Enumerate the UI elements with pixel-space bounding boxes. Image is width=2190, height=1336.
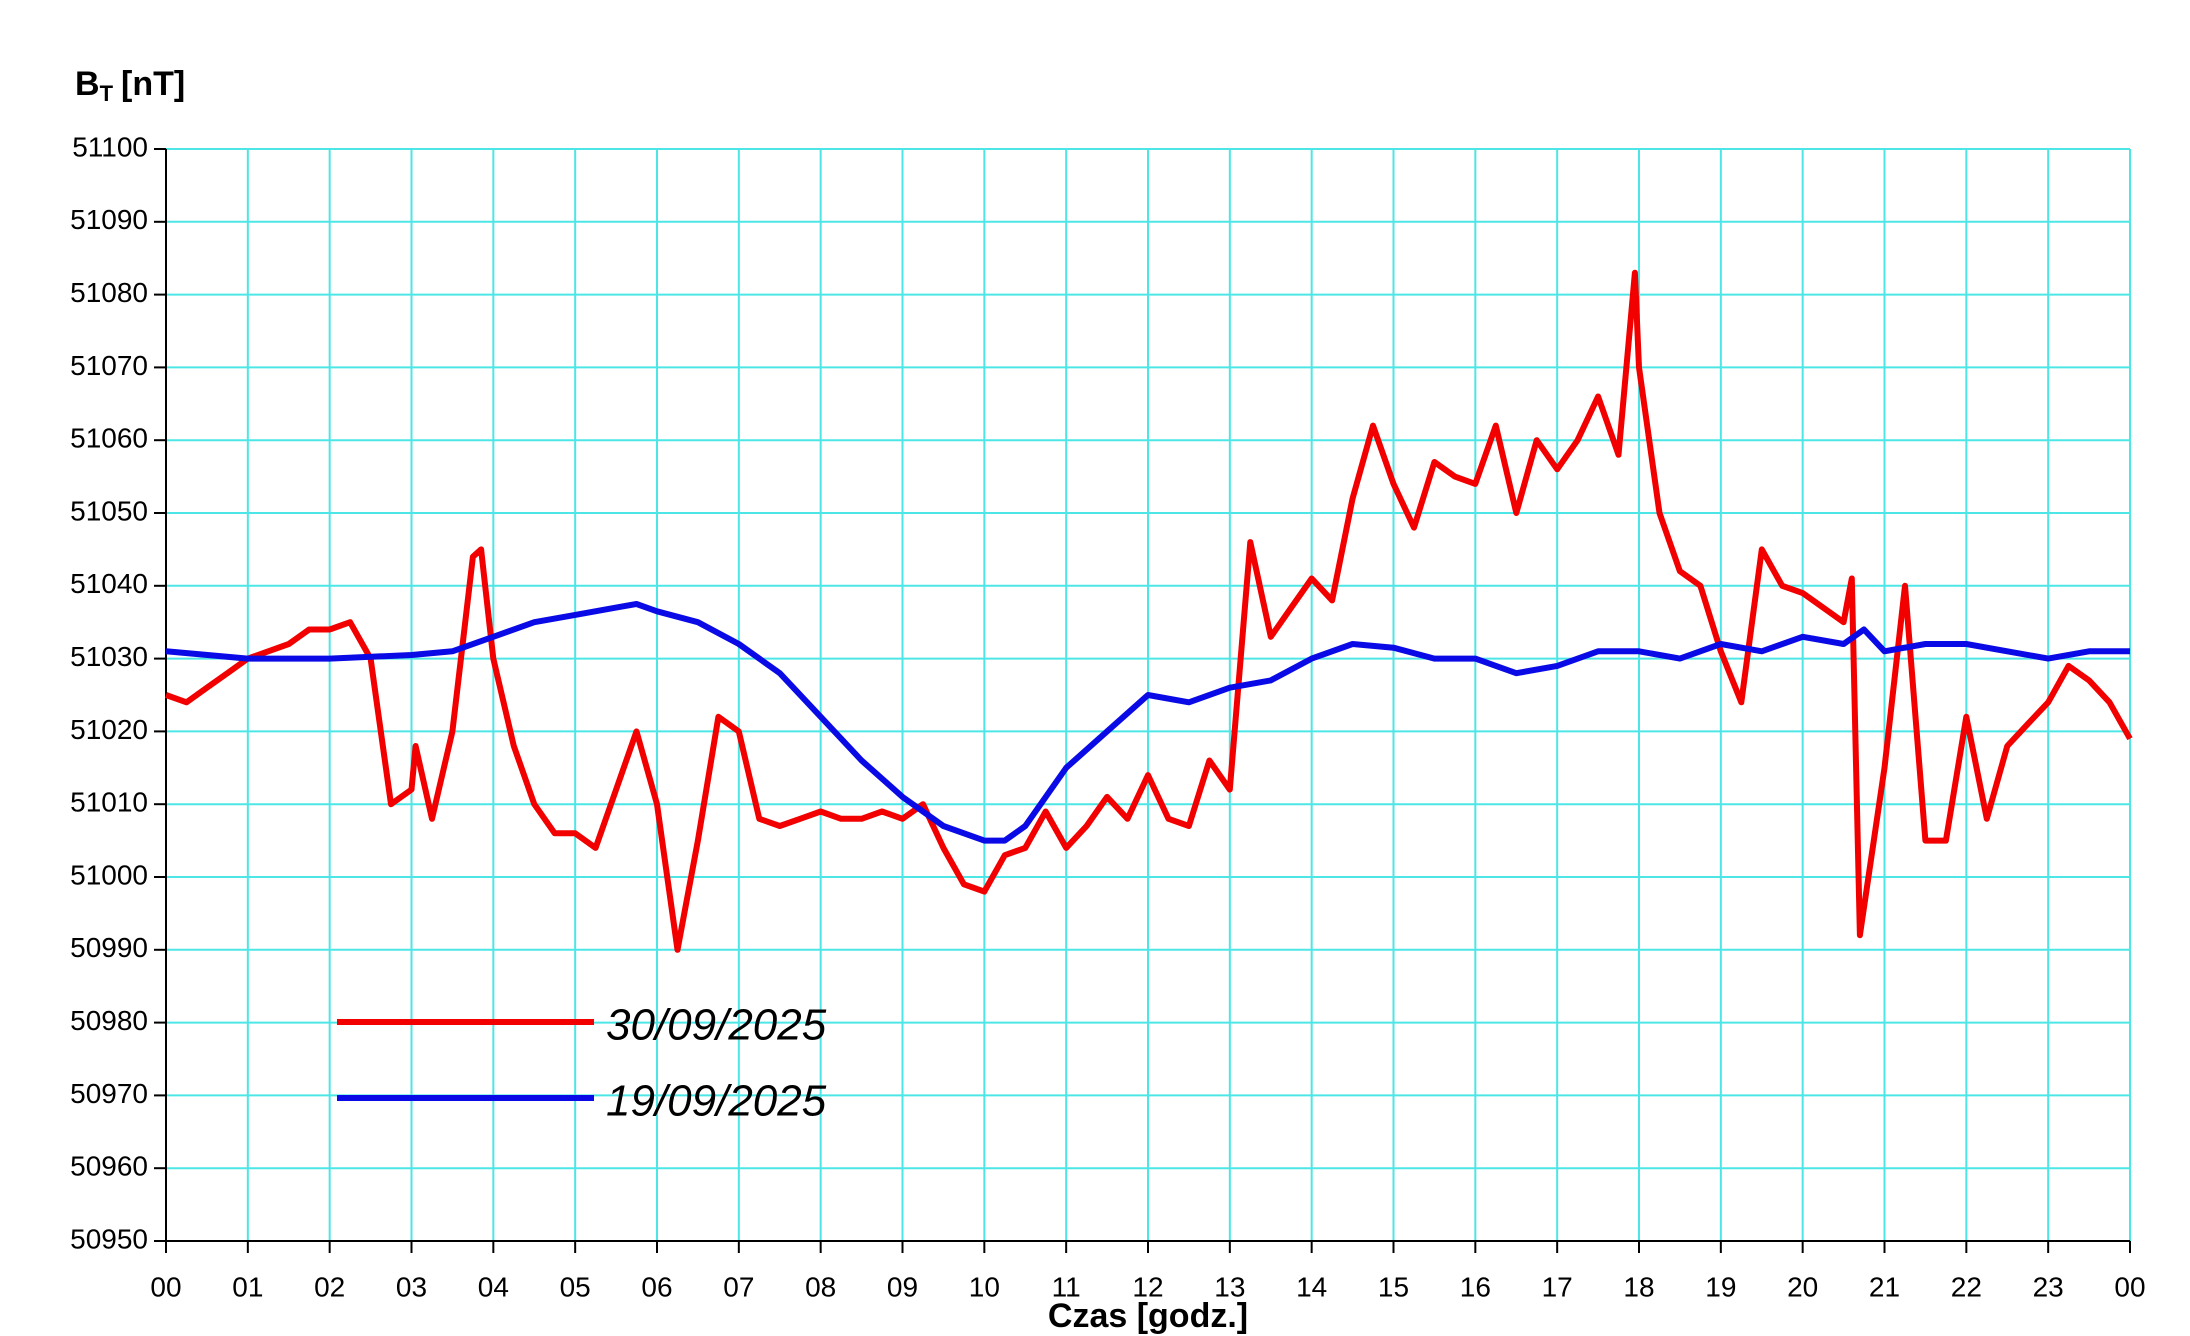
x-tick-label: 06 bbox=[641, 1271, 672, 1302]
y-tick-label: 50990 bbox=[70, 932, 148, 963]
x-tick-label: 11 bbox=[1052, 1271, 1081, 1302]
y-tick-label: 51090 bbox=[70, 204, 148, 235]
x-tick-label: 23 bbox=[2033, 1271, 2064, 1302]
y-label-sub: T bbox=[100, 81, 114, 106]
x-tick-label: 21 bbox=[1869, 1271, 1900, 1302]
x-tick-label: 08 bbox=[805, 1271, 836, 1302]
y-tick-label: 51060 bbox=[70, 423, 148, 454]
y-label-unit: [nT] bbox=[121, 65, 185, 103]
x-tick-label: 03 bbox=[396, 1271, 427, 1302]
x-axis-label: Czas [godz.] bbox=[1048, 1297, 1248, 1335]
x-tick-label: 07 bbox=[723, 1271, 754, 1302]
y-label-base: B bbox=[75, 65, 100, 103]
x-tick-label: 09 bbox=[887, 1271, 918, 1302]
x-tick-label: 19 bbox=[1705, 1271, 1736, 1302]
y-tick-label: 50960 bbox=[70, 1151, 148, 1182]
y-tick-label: 50950 bbox=[70, 1223, 148, 1254]
y-tick-label: 51070 bbox=[70, 350, 148, 381]
x-tick-label: 13 bbox=[1214, 1271, 1245, 1302]
x-tick-label: 12 bbox=[1132, 1271, 1163, 1302]
y-tick-label: 51030 bbox=[70, 641, 148, 672]
x-tick-label: 04 bbox=[478, 1271, 509, 1302]
x-tick-label: 14 bbox=[1296, 1271, 1327, 1302]
x-tick-label: 01 bbox=[232, 1271, 263, 1302]
y-tick-label: 51080 bbox=[70, 277, 148, 308]
series-line bbox=[164, 269, 2133, 953]
y-tick-label: 50980 bbox=[70, 1005, 148, 1036]
legend-label: 19/09/2025 bbox=[606, 1077, 827, 1126]
x-tick-label: 18 bbox=[1623, 1271, 1654, 1302]
x-tick-label: 00 bbox=[150, 1271, 181, 1302]
y-tick-label: 51100 bbox=[72, 131, 148, 162]
x-tick-label: 20 bbox=[1787, 1271, 1818, 1302]
series-line bbox=[165, 601, 2130, 844]
x-tick-label: 05 bbox=[560, 1271, 591, 1302]
x-tick-label: 10 bbox=[969, 1271, 1000, 1302]
y-tick-label: 50970 bbox=[70, 1078, 148, 1109]
y-tick-label: 51010 bbox=[70, 787, 148, 818]
x-tick-label: 17 bbox=[1542, 1271, 1573, 1302]
x-tick-label: 02 bbox=[314, 1271, 345, 1302]
y-tick-label: 51050 bbox=[70, 495, 148, 526]
y-tick-label: 51040 bbox=[70, 568, 148, 599]
x-tick-label: 15 bbox=[1378, 1271, 1409, 1302]
y-axis-label: BT [nT] bbox=[75, 65, 185, 106]
y-tick-label: 51000 bbox=[70, 859, 148, 890]
x-tick-label: 22 bbox=[1951, 1271, 1982, 1302]
y-tick-label: 51020 bbox=[70, 714, 148, 745]
x-tick-label: 16 bbox=[1460, 1271, 1491, 1302]
x-tick-label: 00 bbox=[2114, 1271, 2145, 1302]
legend-label: 30/09/2025 bbox=[606, 1001, 827, 1050]
